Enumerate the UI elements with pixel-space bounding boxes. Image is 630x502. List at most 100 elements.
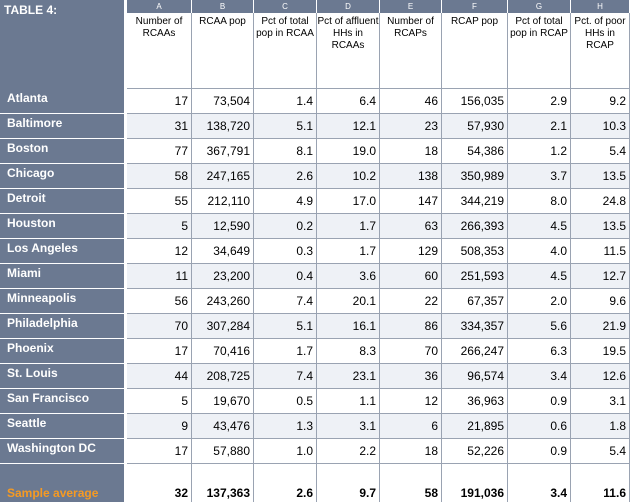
table-cell: 70 <box>380 339 442 364</box>
table-cell: 0.4 <box>254 264 317 289</box>
table-cell: 12 <box>127 239 192 264</box>
average-cell: 58 <box>380 474 442 502</box>
city-name: Phoenix <box>0 339 127 364</box>
table-cell: 12.6 <box>571 364 630 389</box>
table-cell: 63 <box>380 214 442 239</box>
table-cell: 8.0 <box>508 189 571 214</box>
table-cell: 54,386 <box>442 139 508 164</box>
table-cell: 6 <box>380 414 442 439</box>
table-cell: 17.0 <box>317 189 380 214</box>
table-cell: 138,720 <box>192 114 254 139</box>
table-cell: 19.0 <box>317 139 380 164</box>
table-cell: 12 <box>380 389 442 414</box>
table-cell: 1.2 <box>508 139 571 164</box>
column-header: Pct of affluent HHs in RCAAs <box>317 13 380 89</box>
table-cell: 9.2 <box>571 89 630 114</box>
table-cell: 17 <box>127 89 192 114</box>
table-cell: 0.9 <box>508 439 571 464</box>
table-cell: 0.3 <box>254 239 317 264</box>
average-label: Sample average <box>0 474 127 502</box>
table-cell: 0.9 <box>508 389 571 414</box>
table-cell: 2.1 <box>508 114 571 139</box>
table-cell: 3.4 <box>508 364 571 389</box>
spacer-cell <box>254 464 317 474</box>
table-cell: 9.6 <box>571 289 630 314</box>
column-letter: C <box>254 0 317 13</box>
table-row: Washington DC 17 57,880 1.0 2.2 18 52,226 0.9 5.… <box>0 439 630 464</box>
column-letter: F <box>442 0 508 13</box>
table-cell: 243,260 <box>192 289 254 314</box>
table-cell: 1.7 <box>317 239 380 264</box>
table-row: Minneapolis 56 243,260 7.4 20.1 22 67,357 2.0 9.… <box>0 289 630 314</box>
table-row: St. Louis 44 208,725 7.4 23.1 36 96,574 3.4 12.6 <box>0 364 630 389</box>
table-row: Boston 77 367,791 8.1 19.0 18 54,386 1.2 5.4 <box>0 139 630 164</box>
city-name: Houston <box>0 214 127 239</box>
city-name: Washington DC <box>0 439 127 464</box>
table-cell: 86 <box>380 314 442 339</box>
table-row: San Francisco 5 19,670 0.5 1.1 12 36,963 0.9 3.1 <box>0 389 630 414</box>
table-cell: 0.2 <box>254 214 317 239</box>
table-cell: 10.3 <box>571 114 630 139</box>
table-row: Seattle 9 43,476 1.3 3.1 6 21,895 0.6 1.8 <box>0 414 630 439</box>
table-cell: 344,219 <box>442 189 508 214</box>
table-cell: 6.3 <box>508 339 571 364</box>
table-cell: 11 <box>127 264 192 289</box>
table-cell: 23,200 <box>192 264 254 289</box>
city-name: Boston <box>0 139 127 164</box>
city-name: Chicago <box>0 164 127 189</box>
table-cell: 7.4 <box>254 364 317 389</box>
table-cell: 247,165 <box>192 164 254 189</box>
table-cell: 266,393 <box>442 214 508 239</box>
spacer-cell <box>192 464 254 474</box>
table-row: Phoenix 17 70,416 1.7 8.3 70 266,247 6.3 19.5 <box>0 339 630 364</box>
spacer-cell <box>0 464 127 474</box>
table-cell: 334,357 <box>442 314 508 339</box>
table-title: TABLE 4: <box>0 0 127 89</box>
table-cell: 43,476 <box>192 414 254 439</box>
table-cell: 55 <box>127 189 192 214</box>
table-cell: 9 <box>127 414 192 439</box>
table-row: Philadelphia 70 307,284 5.1 16.1 86 334,357 5.6… <box>0 314 630 339</box>
table-cell: 5.1 <box>254 314 317 339</box>
spacer-cell <box>127 464 192 474</box>
city-name: St. Louis <box>0 364 127 389</box>
table-cell: 12,590 <box>192 214 254 239</box>
column-header: Pct. of poor HHs in RCAP <box>571 13 630 89</box>
table-cell: 60 <box>380 264 442 289</box>
average-cell: 3.4 <box>508 474 571 502</box>
header-row: Number of RCAAs RCAA pop Pct of total po… <box>0 13 630 89</box>
column-letter: A <box>127 0 192 13</box>
column-header: Number of RCAPs <box>380 13 442 89</box>
table-cell: 8.3 <box>317 339 380 364</box>
table-cell: 21,895 <box>442 414 508 439</box>
table-cell: 5.1 <box>254 114 317 139</box>
table-cell: 350,989 <box>442 164 508 189</box>
spacer-cell <box>442 464 508 474</box>
table-cell: 11.5 <box>571 239 630 264</box>
table-cell: 3.6 <box>317 264 380 289</box>
average-cell: 2.6 <box>254 474 317 502</box>
table-cell: 20.1 <box>317 289 380 314</box>
table-cell: 2.9 <box>508 89 571 114</box>
table-cell: 12.7 <box>571 264 630 289</box>
table-cell: 1.3 <box>254 414 317 439</box>
table-cell: 56 <box>127 289 192 314</box>
table-cell: 212,110 <box>192 189 254 214</box>
average-cell: 11.6 <box>571 474 630 502</box>
table-cell: 16.1 <box>317 314 380 339</box>
table-cell: 57,880 <box>192 439 254 464</box>
table-cell: 5.4 <box>571 439 630 464</box>
table-cell: 1.7 <box>254 339 317 364</box>
table-cell: 156,035 <box>442 89 508 114</box>
table-cell: 57,930 <box>442 114 508 139</box>
table-cell: 147 <box>380 189 442 214</box>
column-letter: D <box>317 0 380 13</box>
table-cell: 3.7 <box>508 164 571 189</box>
column-letter: G <box>508 0 571 13</box>
average-cell: 32 <box>127 474 192 502</box>
spacer-row <box>0 464 630 474</box>
table-cell: 13.5 <box>571 214 630 239</box>
city-name: Detroit <box>0 189 127 214</box>
table-cell: 36,963 <box>442 389 508 414</box>
